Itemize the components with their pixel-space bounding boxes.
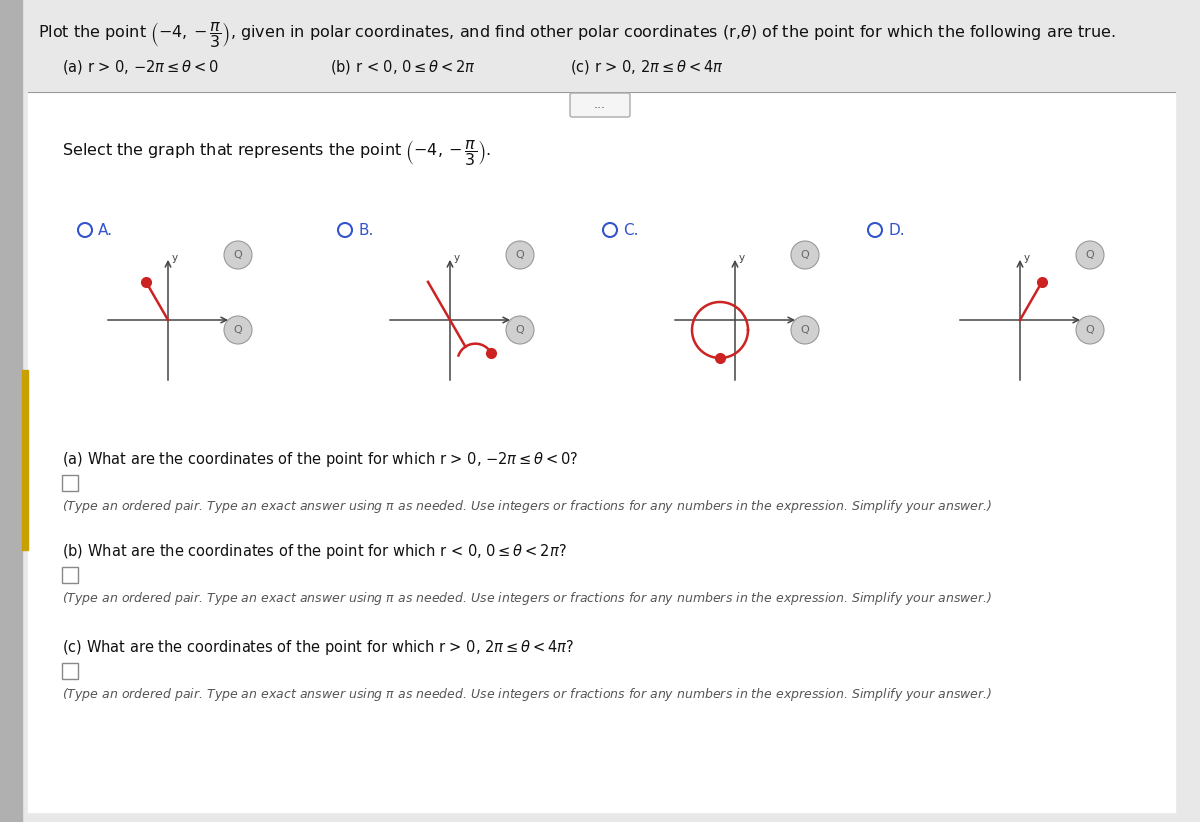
Text: (Type an ordered pair. Type an exact answer using $\pi$ as needed. Use integers : (Type an ordered pair. Type an exact ans… — [62, 498, 992, 515]
Text: (c) What are the coordinates of the point for which r > 0, $2\pi \leq \theta < 4: (c) What are the coordinates of the poin… — [62, 638, 575, 657]
Bar — [62, 475, 78, 491]
Text: x: x — [802, 319, 808, 329]
Circle shape — [1076, 241, 1104, 269]
Bar — [62, 663, 78, 679]
Circle shape — [791, 241, 818, 269]
Text: y: y — [172, 253, 178, 263]
Circle shape — [506, 241, 534, 269]
Text: (a) What are the coordinates of the point for which r > 0, $-2\pi \leq \theta < : (a) What are the coordinates of the poin… — [62, 450, 578, 469]
Text: x: x — [517, 319, 523, 329]
Text: Q: Q — [516, 250, 524, 260]
Text: y: y — [1024, 253, 1030, 263]
Text: Q: Q — [1086, 250, 1094, 260]
Text: C.: C. — [623, 223, 638, 238]
Text: (Type an ordered pair. Type an exact answer using $\pi$ as needed. Use integers : (Type an ordered pair. Type an exact ans… — [62, 686, 992, 703]
Bar — [22, 370, 28, 550]
Text: B.: B. — [358, 223, 373, 238]
Text: Q: Q — [800, 325, 809, 335]
Circle shape — [506, 316, 534, 344]
FancyBboxPatch shape — [570, 93, 630, 117]
Text: Q: Q — [234, 325, 242, 335]
Text: y: y — [739, 253, 745, 263]
Circle shape — [791, 316, 818, 344]
Text: (Type an ordered pair. Type an exact answer using $\pi$ as needed. Use integers : (Type an ordered pair. Type an exact ans… — [62, 590, 992, 607]
Text: A.: A. — [98, 223, 113, 238]
Text: x: x — [235, 319, 241, 329]
Circle shape — [224, 241, 252, 269]
Text: Plot the point $\left(-4, -\dfrac{\pi}{3}\right)$, given in polar coordinates, a: Plot the point $\left(-4, -\dfrac{\pi}{3… — [38, 20, 1116, 50]
Text: D.: D. — [888, 223, 905, 238]
Text: (a) r > 0, $-2\pi \leq \theta < 0$: (a) r > 0, $-2\pi \leq \theta < 0$ — [62, 58, 218, 76]
Text: Q: Q — [516, 325, 524, 335]
Bar — [62, 567, 78, 583]
Circle shape — [224, 316, 252, 344]
Text: (b) r < 0, $0 \leq \theta < 2\pi$: (b) r < 0, $0 \leq \theta < 2\pi$ — [330, 58, 476, 76]
Text: Q: Q — [1086, 325, 1094, 335]
Text: (b) What are the coordinates of the point for which r < 0, $0 \leq \theta < 2\pi: (b) What are the coordinates of the poin… — [62, 542, 566, 561]
Bar — [28, 92, 1175, 812]
Text: Q: Q — [234, 250, 242, 260]
Bar — [0, 0, 22, 822]
Text: (c) r > 0, $2\pi \leq \theta < 4\pi$: (c) r > 0, $2\pi \leq \theta < 4\pi$ — [570, 58, 724, 76]
Text: Select the graph that represents the point $\left(-4, -\dfrac{\pi}{3}\right)$.: Select the graph that represents the poi… — [62, 138, 491, 168]
Circle shape — [1076, 316, 1104, 344]
Text: y: y — [454, 253, 460, 263]
Text: x: x — [1087, 319, 1093, 329]
Text: ...: ... — [594, 99, 606, 112]
Text: Q: Q — [800, 250, 809, 260]
